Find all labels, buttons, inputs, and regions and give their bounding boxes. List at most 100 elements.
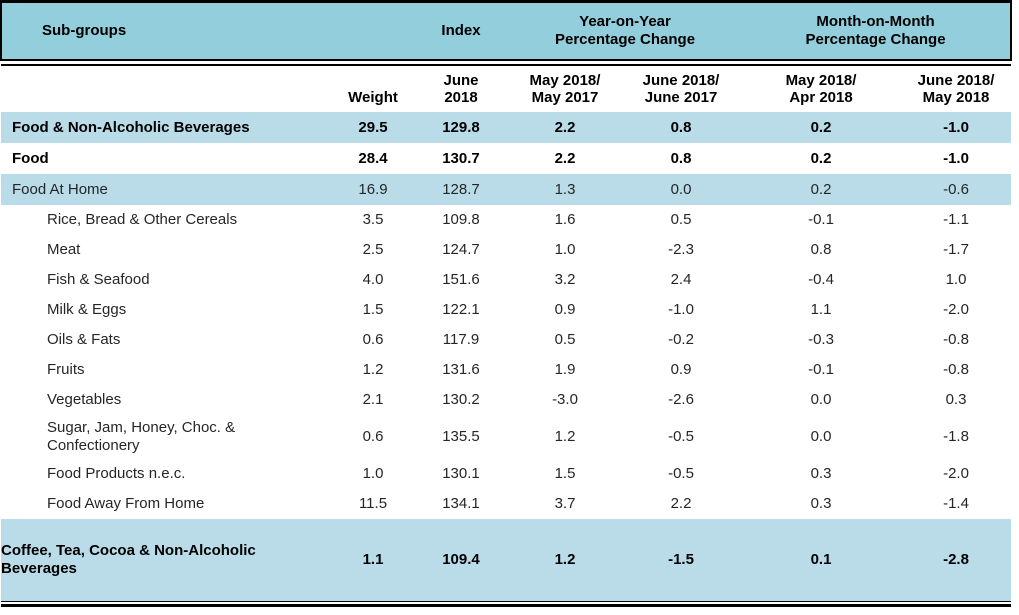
header-mom-col1: May 2018/ Apr 2018 xyxy=(741,65,902,112)
cell-index: 134.1 xyxy=(442,495,480,512)
bottom-rule-line xyxy=(1,601,1012,607)
cell-yoy-may: 1.2 xyxy=(509,519,621,602)
cell-mom-june: -0.8 xyxy=(943,361,969,378)
cell-weight: 29.5 xyxy=(333,112,413,143)
cell-mom-june: -1.0 xyxy=(901,112,1012,143)
table-row: Food 28.4 130.7 2.2 0.8 0.2 -1.0 xyxy=(1,143,1011,174)
cell-index: 129.8 xyxy=(413,112,509,143)
cell-mom-may: -0.1 xyxy=(808,211,834,228)
table-row: Food & Non-Alcoholic Beverages 29.5 129.8 2… xyxy=(1,112,1012,143)
cell-mom-june: -1.1 xyxy=(943,211,969,228)
cell-yoy-june: -2.6 xyxy=(668,391,694,408)
cell-mom-may: 0.0 xyxy=(810,428,832,445)
cell-index: 122.1 xyxy=(442,301,480,318)
cell-weight: 2.5 xyxy=(362,241,384,258)
header-double-rule xyxy=(1,59,1012,66)
cell-yoy-june: -0.5 xyxy=(668,428,694,445)
cell-yoy-may: -3.0 xyxy=(552,391,578,408)
cell-yoy-june: 2.2 xyxy=(670,495,692,512)
cell-weight: 4.0 xyxy=(362,271,384,288)
cell-mom-may: 0.3 xyxy=(810,465,832,482)
header-yoy-col2: June 2018/ June 2017 xyxy=(621,65,742,112)
cell-weight: 2.1 xyxy=(362,391,384,408)
header-index: Index xyxy=(413,0,509,60)
header-subgroups: Sub-groups xyxy=(0,0,413,60)
row-label: Coffee, Tea, Cocoa & Non-Alcoholic Bever… xyxy=(1,519,333,602)
table-row: Meat 2.5 124.7 1.0 -2.3 0.8 -1.7 xyxy=(1,235,1011,265)
cell-mom-may: 0.2 xyxy=(741,174,902,205)
header-period-row: Weight June 2018 May 2018/ May 2017 June… xyxy=(1,65,1012,112)
cell-mom-june: -1.7 xyxy=(943,241,969,258)
cell-mom-june: -1.0 xyxy=(943,149,969,167)
cell-mom-may: 0.8 xyxy=(810,241,832,258)
header-yoy-group: Year-on-Year Percentage Change xyxy=(509,0,742,60)
cell-yoy-june: -1.5 xyxy=(621,519,742,602)
cell-yoy-may: 1.5 xyxy=(554,465,576,482)
cell-mom-june: -0.6 xyxy=(901,174,1012,205)
header-yoy-col1: May 2018/ May 2017 xyxy=(509,65,621,112)
cell-weight: 16.9 xyxy=(333,174,413,205)
row-label: Rice, Bread & Other Cereals xyxy=(47,211,238,228)
cell-yoy-may: 1.2 xyxy=(554,428,576,445)
cell-mom-june: 1.0 xyxy=(945,271,967,288)
double-rule-line xyxy=(1,59,1012,66)
cell-mom-june: -2.8 xyxy=(901,519,1012,602)
cell-index: 130.2 xyxy=(442,391,480,408)
header-weight: Weight xyxy=(333,65,413,112)
cell-yoy-june: 0.5 xyxy=(670,211,692,228)
bottom-double-rule xyxy=(1,601,1012,607)
row-label: Sugar, Jam, Honey, Choc. & Confectionery xyxy=(47,419,236,454)
row-label: Vegetables xyxy=(47,391,122,408)
cell-yoy-june: 0.9 xyxy=(670,361,692,378)
table-row: Food Products n.e.c. 1.0 130.1 1.5 -0.5 0.3 -2… xyxy=(1,459,1011,489)
row-label: Oils & Fats xyxy=(47,331,121,348)
row-label: Meat xyxy=(47,241,81,258)
table-row: Vegetables 2.1 130.2 -3.0 -2.6 0.0 0.3 xyxy=(1,385,1011,415)
header-blank-cell xyxy=(1,65,333,112)
table-body: Food & Non-Alcoholic Beverages 29.5 129.8 2… xyxy=(1,112,1012,602)
cell-index: 130.1 xyxy=(442,465,480,482)
cell-yoy-may: 3.2 xyxy=(554,271,576,288)
cell-weight: 11.5 xyxy=(358,495,388,512)
row-label: Fish & Seafood xyxy=(47,271,150,288)
cell-weight: 0.6 xyxy=(362,428,384,445)
cell-yoy-june: -0.5 xyxy=(668,465,694,482)
cell-mom-june: 0.3 xyxy=(945,391,967,408)
cell-mom-june: -1.8 xyxy=(943,428,969,445)
table-row: Fish & Seafood 4.0 151.6 3.2 2.4 -0.4 1.0 xyxy=(1,265,1011,295)
cell-weight: 0.6 xyxy=(362,331,384,348)
cell-index: 131.6 xyxy=(442,361,480,378)
cell-yoy-june: 0.8 xyxy=(621,112,742,143)
row-label: Food xyxy=(12,149,49,167)
cell-yoy-may: 1.0 xyxy=(554,241,576,258)
table-row: Coffee, Tea, Cocoa & Non-Alcoholic Bever… xyxy=(1,519,1012,602)
cell-mom-may: 1.1 xyxy=(810,301,832,318)
cell-yoy-may: 1.9 xyxy=(554,361,576,378)
cell-mom-june: -1.4 xyxy=(943,495,969,512)
cell-yoy-june: 0.8 xyxy=(670,149,692,167)
cell-yoy-may: 1.3 xyxy=(509,174,621,205)
cell-index: 128.7 xyxy=(413,174,509,205)
cell-yoy-may: 2.2 xyxy=(509,112,621,143)
cell-yoy-june: -2.3 xyxy=(668,241,694,258)
table-row: Rice, Bread & Other Cereals 3.5 109.8 1.6 0.… xyxy=(1,205,1011,235)
table-row: Sugar, Jam, Honey, Choc. & Confectionery… xyxy=(1,415,1011,459)
cell-yoy-may: 0.5 xyxy=(554,331,576,348)
cell-weight: 1.1 xyxy=(333,519,413,602)
cell-mom-june: -2.0 xyxy=(943,301,969,318)
cell-weight: 3.5 xyxy=(362,211,384,228)
cell-yoy-june: 0.0 xyxy=(621,174,742,205)
cell-mom-may: 0.2 xyxy=(810,149,832,167)
table-row: Milk & Eggs 1.5 122.1 0.9 -1.0 1.1 -2.0 xyxy=(1,295,1011,325)
cell-index: 130.7 xyxy=(442,149,480,167)
table-row: Food At Home 16.9 128.7 1.3 0.0 0.2 -0.6 xyxy=(1,174,1012,205)
cell-mom-may: 0.0 xyxy=(810,391,832,408)
header-group-row: Sub-groups Index Year-on-Year Percentage… xyxy=(0,0,1013,60)
row-label: Food Away From Home xyxy=(47,495,205,512)
cell-mom-may: -0.1 xyxy=(808,361,834,378)
table-row: Oils & Fats 0.6 117.9 0.5 -0.2 -0.3 -0.8 xyxy=(1,325,1011,355)
row-label: Milk & Eggs xyxy=(47,301,127,318)
row-label: Food Products n.e.c. xyxy=(47,465,186,482)
